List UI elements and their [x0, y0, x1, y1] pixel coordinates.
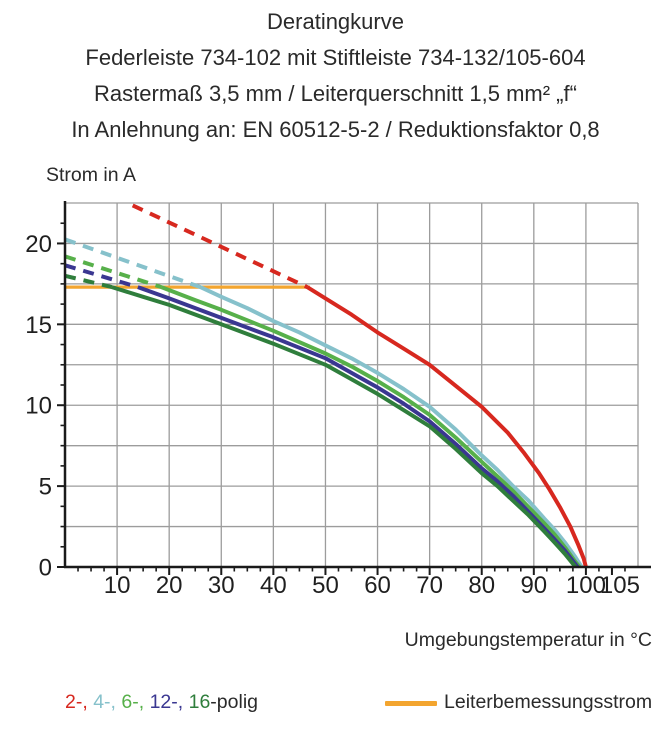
- legend-poles-segment: 6-,: [121, 691, 150, 713]
- x-tick-label: 40: [260, 572, 287, 599]
- series-4-polig: [199, 285, 584, 569]
- series-16-polig-dashed: [64, 273, 113, 290]
- legend-poles-segment: 4-,: [93, 691, 122, 713]
- series-12-polig-dashed: [64, 263, 139, 290]
- reference-line-swatch-icon: [385, 701, 437, 706]
- chart-title: Deratingkurve: [267, 9, 404, 34]
- y-tick-label: 20: [25, 231, 52, 258]
- series-4-polig-dashed: [64, 237, 202, 289]
- series-2-polig: [306, 285, 588, 568]
- x-tick-label: 100: [566, 572, 606, 599]
- legend-poles-segment: -polig: [210, 691, 258, 713]
- x-tick-label: 90: [520, 572, 547, 599]
- legend-poles-segment: 16: [188, 691, 211, 713]
- series-6-polig-dashed: [64, 254, 163, 290]
- legend-row: 2-, 4-, 6-, 12-, 16-polig Leiterbemessun…: [0, 688, 671, 718]
- series-16-polig: [111, 285, 578, 569]
- y-tick-label: 0: [39, 555, 52, 582]
- y-axis-label: Strom in A: [46, 164, 136, 186]
- legend-poles-segment: 2-,: [65, 691, 94, 713]
- chart-subtitle-1: Federleiste 734-102 mit Stiftleiste 734-…: [85, 45, 586, 70]
- y-tick-label: 15: [25, 312, 52, 339]
- x-tick-label: 10: [104, 572, 131, 599]
- x-tick-label: 60: [364, 572, 391, 599]
- legend-poles: 2-, 4-, 6-, 12-, 16-polig: [65, 691, 258, 714]
- series-6-polig: [160, 285, 582, 569]
- title-block: Deratingkurve Federleiste 734-102 mit St…: [0, 4, 671, 148]
- x-tick-label: 20: [156, 572, 183, 599]
- chart-subtitle-3: In Anlehnung an: EN 60512-5-2 / Reduktio…: [71, 117, 600, 142]
- series-12-polig: [137, 285, 580, 569]
- x-axis-label: Umgebungstemperatur in °C: [404, 629, 652, 651]
- y-tick-label: 5: [39, 474, 52, 501]
- x-tick-label: 105: [600, 572, 640, 599]
- y-tick-label: 10: [25, 393, 52, 420]
- legend-poles-segment: 12-,: [149, 691, 189, 713]
- x-tick-label: 80: [468, 572, 495, 599]
- x-tick-label: 70: [416, 572, 443, 599]
- chart-subtitle-2: Rastermaß 3,5 mm / Leiterquerschnitt 1,5…: [94, 81, 577, 106]
- reference-line-label: Leiterbemessungsstrom: [444, 691, 653, 713]
- x-tick-label: 50: [312, 572, 339, 599]
- series-2-polig-dashed: [131, 203, 309, 289]
- x-tick-label: 30: [208, 572, 235, 599]
